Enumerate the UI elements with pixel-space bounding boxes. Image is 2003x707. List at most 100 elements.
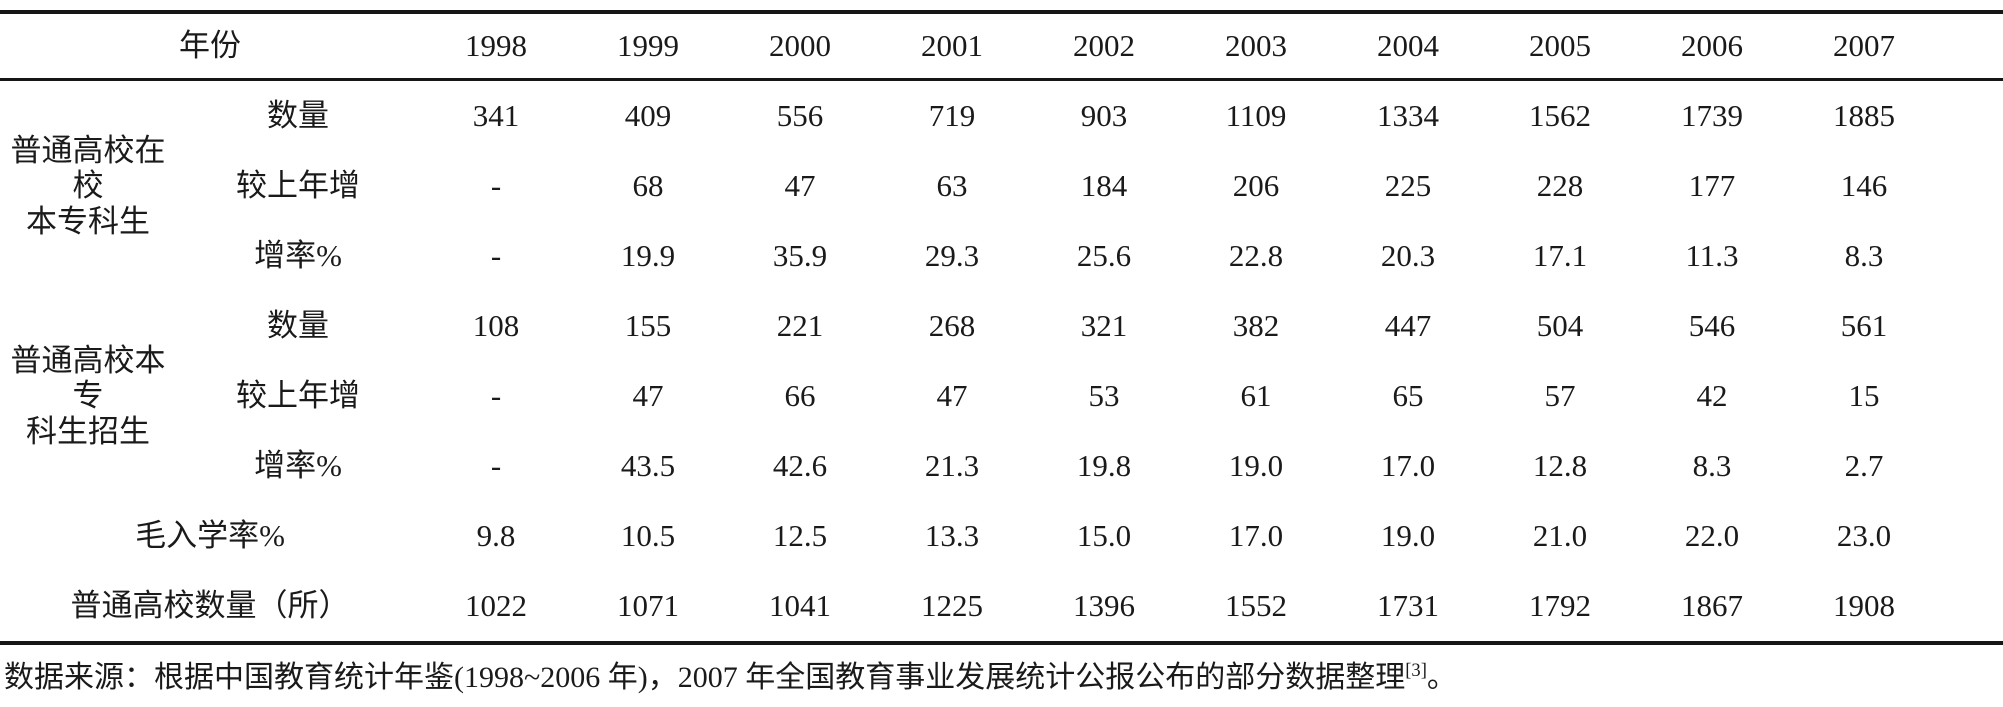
data-cell: 47 [936, 378, 968, 414]
data-cell: 1109 [1225, 98, 1287, 134]
row-label: 数量 [267, 98, 329, 134]
data-cell: 2.7 [1844, 448, 1884, 484]
data-cell: 42.6 [772, 448, 828, 484]
data-cell: 66 [784, 378, 816, 414]
data-cell: 1562 [1529, 98, 1591, 134]
spacer-cell [1940, 361, 2003, 431]
data-cell: 1071 [617, 588, 679, 624]
data-cell: 184 [1080, 168, 1128, 204]
data-cell: 23.0 [1836, 518, 1892, 554]
data-cell: 8.3 [1844, 238, 1884, 274]
row-label: 增率% [254, 448, 342, 484]
year-header: 2007 [1788, 12, 1940, 81]
reference-marker: [3] [1405, 660, 1427, 681]
year-header: 2000 [724, 12, 876, 81]
year-header: 2006 [1636, 12, 1788, 81]
data-cell: - [490, 378, 502, 414]
table-row: 增率% - 43.5 42.6 21.3 19.8 19.0 17.0 12.8… [0, 431, 2003, 501]
header-row: 年份 1998 1999 2000 2001 2002 2003 2004 20… [0, 12, 2003, 81]
data-cell: 8.3 [1692, 448, 1732, 484]
data-cell: 341 [472, 98, 520, 134]
table-row: 毛入学率% 9.8 10.5 12.5 13.3 15.0 17.0 19.0 … [0, 501, 2003, 571]
group-label-enrolled-students: 普通高校在校 本专科生 [0, 80, 176, 292]
data-cell: 29.3 [924, 238, 980, 274]
table-row: 较上年增 - 47 66 47 53 61 65 57 42 15 [0, 361, 2003, 431]
data-cell: 556 [776, 98, 824, 134]
data-cell: 47 [784, 168, 816, 204]
row-label-gross-enrollment-rate: 毛入学率% [135, 518, 285, 554]
data-cell: 225 [1384, 168, 1432, 204]
data-cell: 221 [776, 308, 824, 344]
data-cell: 19.9 [620, 238, 676, 274]
row-label-number-of-institutions: 普通高校数量（所） [70, 588, 350, 624]
data-cell: 42 [1696, 378, 1728, 414]
table-row: 较上年增 - 68 47 63 184 206 225 228 177 146 [0, 151, 2003, 221]
data-cell: 1041 [769, 588, 831, 624]
data-cell: 1022 [465, 588, 527, 624]
table-row: 普通高校在校 本专科生 数量 341 409 556 719 903 1109 … [0, 80, 2003, 239]
data-cell: 15 [1848, 378, 1880, 414]
data-cell: 1885 [1833, 98, 1895, 134]
group-label-line: 普通高校本专 [10, 342, 166, 414]
data-cell: 53 [1088, 378, 1120, 414]
data-cell: 268 [928, 308, 976, 344]
statistics-table: 年份 1998 1999 2000 2001 2002 2003 2004 20… [0, 10, 2003, 645]
data-cell: 11.3 [1685, 238, 1739, 274]
group-label-line: 本专科生 [26, 203, 150, 239]
data-cell: 1792 [1529, 588, 1591, 624]
spacer-cell [1940, 501, 2003, 571]
spacer-cell [1940, 291, 2003, 361]
data-cell: 10.5 [620, 518, 676, 554]
data-cell: 21.0 [1532, 518, 1588, 554]
data-cell: 321 [1080, 308, 1128, 344]
data-source-footnote: 数据来源：根据中国教育统计年鉴(1998~2006 年)，2007 年全国教育事… [0, 658, 2003, 697]
data-cell: 228 [1536, 168, 1584, 204]
data-cell: 25.6 [1076, 238, 1132, 274]
spacer-cell [1940, 221, 2003, 291]
data-cell: 63 [936, 168, 968, 204]
spacer-cell [1940, 431, 2003, 501]
row-label: 较上年增 [236, 168, 360, 204]
spacer-cell [1940, 151, 2003, 221]
year-header: 2001 [876, 12, 1028, 81]
data-cell: 13.3 [924, 518, 980, 554]
footnote-text: 数据来源：根据中国教育统计年鉴(1998~2006 年)，2007 年全国教育事… [4, 661, 1406, 694]
data-cell: 1908 [1833, 588, 1895, 624]
spacer-cell [1940, 12, 2003, 81]
data-cell: - [490, 168, 502, 204]
data-cell: 47 [632, 378, 664, 414]
group-label-line: 普通高校在校 [10, 132, 166, 204]
data-cell: 1739 [1681, 98, 1743, 134]
data-cell: 1867 [1681, 588, 1743, 624]
data-cell: 22.0 [1684, 518, 1740, 554]
table-row: 普通高校本专 科生招生 数量 108 155 221 268 321 382 4… [0, 291, 2003, 449]
data-cell: 409 [624, 98, 672, 134]
data-cell: 108 [472, 308, 520, 344]
data-cell: 22.8 [1228, 238, 1284, 274]
data-cell: 719 [928, 98, 976, 134]
group-label-line: 科生招生 [26, 413, 150, 449]
data-cell: 561 [1840, 308, 1888, 344]
year-header: 2004 [1332, 12, 1484, 81]
data-cell: 447 [1384, 308, 1432, 344]
table-row: 增率% - 19.9 35.9 29.3 25.6 22.8 20.3 17.1… [0, 221, 2003, 291]
year-header: 1998 [420, 12, 572, 81]
group-label-admissions: 普通高校本专 科生招生 [0, 291, 176, 501]
year-header: 1999 [572, 12, 724, 81]
year-corner-header: 年份 [0, 12, 420, 81]
spacer-cell [1940, 80, 2003, 152]
data-cell: 504 [1536, 308, 1584, 344]
row-label: 增率% [254, 238, 342, 274]
data-cell: 68 [632, 168, 664, 204]
data-cell: 177 [1688, 168, 1736, 204]
data-cell: - [490, 238, 502, 274]
data-cell: 20.3 [1380, 238, 1436, 274]
data-cell: 19.8 [1076, 448, 1132, 484]
data-cell: 57 [1544, 378, 1576, 414]
data-cell: 1731 [1377, 588, 1439, 624]
data-cell: 12.8 [1532, 448, 1588, 484]
data-cell: 903 [1080, 98, 1128, 134]
data-cell: 15.0 [1076, 518, 1132, 554]
data-cell: 12.5 [772, 518, 828, 554]
data-cell: 17.0 [1380, 448, 1436, 484]
